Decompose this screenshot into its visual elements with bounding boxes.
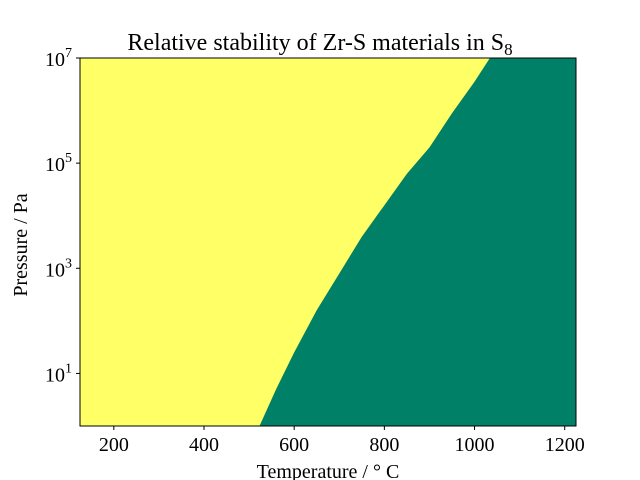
x-tick-label: 1200 bbox=[545, 434, 585, 456]
x-tick-label: 1000 bbox=[455, 434, 495, 456]
x-axis-label: Temperature / ° C bbox=[257, 461, 400, 480]
plot-frame bbox=[79, 57, 577, 427]
x-tick-label: 800 bbox=[369, 434, 399, 456]
region-stable-high-temperature bbox=[259, 58, 576, 426]
y-axis: 101 103 105 107 bbox=[45, 46, 80, 386]
y-axis-label: Pressure / Pa bbox=[10, 193, 32, 296]
x-tick-label: 600 bbox=[279, 434, 309, 456]
x-tick-label: 200 bbox=[99, 434, 129, 456]
y-tick-label: 103 bbox=[45, 256, 72, 281]
x-axis: 200 400 600 800 1000 1200 bbox=[99, 426, 585, 456]
y-tick-label: 101 bbox=[45, 361, 72, 386]
x-tick-label: 400 bbox=[189, 434, 219, 456]
y-tick-label: 107 bbox=[45, 46, 72, 71]
y-tick-label: 105 bbox=[45, 151, 72, 176]
plot-area bbox=[79, 57, 577, 427]
chart-title: Relative stability of Zr-S materials in … bbox=[127, 30, 512, 59]
